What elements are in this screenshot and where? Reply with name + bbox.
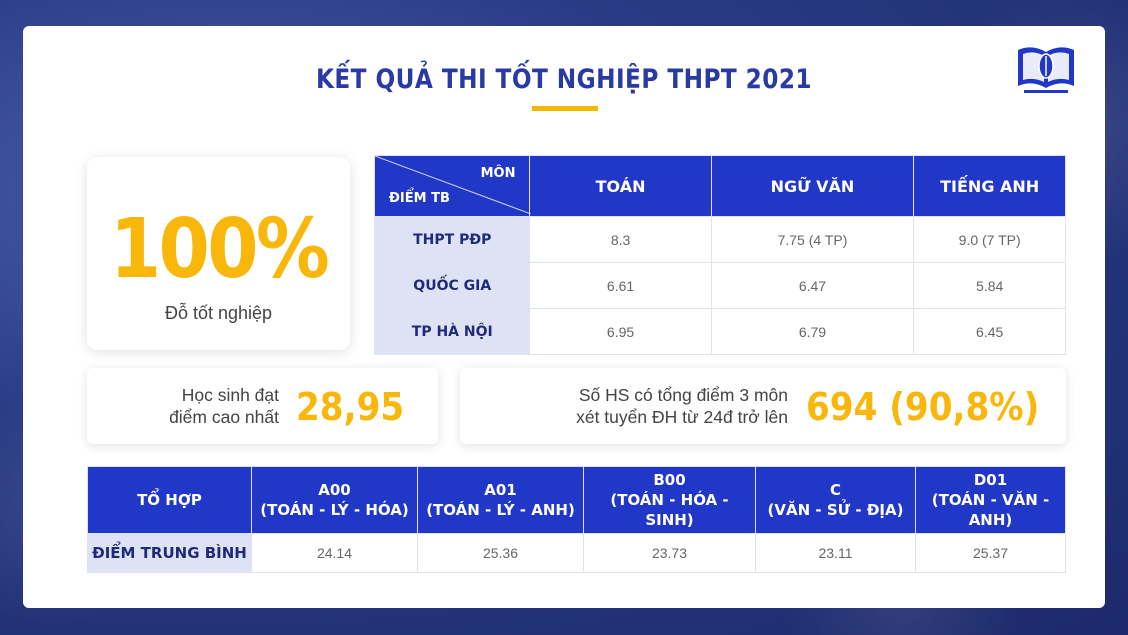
pass-rate-label: Đỗ tốt nghiệp	[164, 303, 273, 323]
combo-average-cell: 23.11	[755, 533, 916, 573]
top-score-value: 28,95	[296, 385, 405, 429]
top-score-label-line1: Học sinh đạt	[181, 385, 279, 405]
title-underline	[532, 106, 598, 111]
results-card: KẾT QUẢ THI TỐT NGHIỆP THPT 2021 100% Đỗ…	[23, 26, 1105, 608]
corner-subject-label: MÔN	[480, 166, 516, 181]
top-score-label-line2: điểm cao nhất	[169, 407, 279, 427]
combo-subjects: (TOÁN - LÝ - ANH)	[426, 501, 575, 519]
diagonal-divider	[375, 156, 531, 214]
row-label-school: THPT PĐP	[373, 216, 531, 263]
pass-rate-card: 100% Đỗ tốt nghiệp	[87, 157, 350, 350]
row-label-hanoi: TP HÀ NỘI	[373, 308, 531, 355]
combo-header-b00: B00 (TOÁN - HÓA - SINH)	[583, 466, 756, 534]
high-score-count-label-line2: xét tuyển ĐH từ 24đ trở lên	[576, 407, 788, 427]
pass-rate-value: 100%	[109, 202, 330, 297]
combo-header-label: TỔ HỢP	[87, 466, 252, 534]
score-cell: 6.61	[529, 262, 712, 309]
combo-header-row: TỔ HỢP A00 (TOÁN - LÝ - HÓA) A01 (TOÁN -…	[87, 466, 1066, 534]
combo-subjects: (TOÁN - VĂN - ANH)	[931, 491, 1050, 529]
combo-header-d01: D01 (TOÁN - VĂN - ANH)	[915, 466, 1066, 534]
score-cell: 8.3	[529, 216, 712, 263]
high-score-count-label-line1: Số HS có tổng điểm 3 môn	[578, 385, 788, 405]
corner-score-label: ĐIỂM TB	[389, 191, 450, 206]
table-row: QUỐC GIA 6.61 6.47 5.84	[373, 262, 1066, 309]
combo-code: D01	[973, 471, 1008, 489]
column-header-english: TIẾNG ANH	[913, 155, 1066, 217]
combo-subjects: (VĂN - SỬ - ĐỊA)	[767, 501, 904, 519]
combo-header-c: C (VĂN - SỬ - ĐỊA)	[755, 466, 916, 534]
book-pen-logo-icon	[1014, 42, 1078, 100]
table-row: THPT PĐP 8.3 7.75 (4 TP) 9.0 (7 TP)	[373, 216, 1066, 263]
combo-header-a00: A00 (TOÁN - LÝ - HÓA)	[251, 466, 418, 534]
page-title: KẾT QUẢ THI TỐT NGHIỆP THPT 2021	[315, 64, 813, 95]
combo-average-cell: 24.14	[251, 533, 418, 573]
combo-code: A00	[318, 481, 351, 499]
row-label-national: QUỐC GIA	[373, 262, 531, 309]
combo-code: B00	[653, 471, 686, 489]
top-score-card: Học sinh đạt điểm cao nhất 28,95	[87, 368, 438, 444]
subject-combination-table: TỔ HỢP A00 (TOÁN - LÝ - HÓA) A01 (TOÁN -…	[87, 466, 1066, 573]
score-cell: 6.47	[710, 262, 915, 309]
combo-average-cell: 23.73	[583, 533, 756, 573]
score-cell: 6.45	[913, 308, 1066, 355]
column-header-literature: NGỮ VĂN	[710, 155, 915, 217]
high-score-count-card: Số HS có tổng điểm 3 môn xét tuyển ĐH từ…	[460, 368, 1066, 444]
combo-subjects: (TOÁN - LÝ - HÓA)	[260, 501, 409, 519]
table-row: TP HÀ NỘI 6.95 6.79 6.45	[373, 308, 1066, 355]
average-scores-table: MÔN ĐIỂM TB TOÁN NGỮ VĂN TIẾNG ANH THPT …	[373, 155, 1066, 355]
combo-row-label: ĐIỂM TRUNG BÌNH	[87, 533, 252, 573]
combo-subjects: (TOÁN - HÓA - SINH)	[610, 491, 729, 529]
score-cell: 6.95	[529, 308, 712, 355]
score-cell: 5.84	[913, 262, 1066, 309]
high-score-count-value: 694 (90,8%)	[806, 385, 1040, 429]
score-cell: 9.0 (7 TP)	[913, 216, 1066, 263]
score-cell: 7.75 (4 TP)	[710, 216, 915, 263]
combo-average-cell: 25.37	[915, 533, 1066, 573]
combo-code: C	[829, 481, 841, 499]
table-row: ĐIỂM TRUNG BÌNH 24.14 25.36 23.73 23.11 …	[87, 533, 1066, 573]
column-header-math: TOÁN	[529, 155, 712, 217]
combo-header-a01: A01 (TOÁN - LÝ - ANH)	[417, 466, 584, 534]
score-cell: 6.79	[710, 308, 915, 355]
scores-corner-cell: MÔN ĐIỂM TB	[373, 155, 531, 217]
combo-code: A01	[484, 481, 517, 499]
scores-header-row: MÔN ĐIỂM TB TOÁN NGỮ VĂN TIẾNG ANH	[373, 155, 1066, 217]
combo-average-cell: 25.36	[417, 533, 584, 573]
